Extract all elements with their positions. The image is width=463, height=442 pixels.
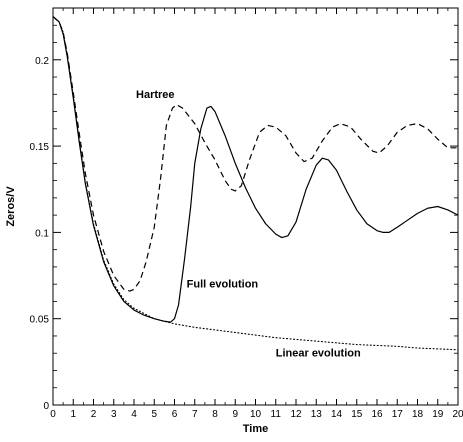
y-tick-label: 0.05 <box>30 315 50 326</box>
annotation-label: Linear evolution <box>276 348 361 360</box>
annotation-label: Hartree <box>136 89 175 101</box>
plot-frame <box>52 7 459 406</box>
x-tick-label: 18 <box>412 409 424 420</box>
x-tick-label: 14 <box>331 409 343 420</box>
x-tick-label: 13 <box>311 409 323 420</box>
x-tick-label: 7 <box>192 409 198 420</box>
series-line-dotted <box>52 16 459 351</box>
x-tick-label: 0 <box>50 409 56 420</box>
series-layer <box>52 16 459 351</box>
y-tick-label: 0.1 <box>35 228 49 239</box>
x-tick-label: 2 <box>91 409 97 420</box>
x-tick-label: 17 <box>392 409 404 420</box>
x-tick-label: 12 <box>290 409 302 420</box>
x-tick-label: 15 <box>351 409 363 420</box>
x-axis-label: Time <box>243 423 268 435</box>
x-tick-label: 9 <box>232 409 238 420</box>
series-line-solid <box>52 16 459 323</box>
x-tick-label: 8 <box>212 409 218 420</box>
x-tick-label: 16 <box>371 409 383 420</box>
x-tick-label: 6 <box>172 409 178 420</box>
y-tick-label: 0 <box>43 401 49 412</box>
x-tick-label: 20 <box>452 409 463 420</box>
annotation-label: Full evolution <box>187 279 259 291</box>
series-line-dashed <box>52 16 458 292</box>
tick-labels-layer: 0 1 2 3 4 5 6 7 8 9 10 11 12 13 14 15 16 17 18 19 2000.050.1… <box>30 56 463 420</box>
x-tick-label: 19 <box>432 409 444 420</box>
x-tick-label: 1 <box>70 409 76 420</box>
ticks-layer <box>52 7 459 406</box>
x-tick-label: 11 <box>271 409 282 420</box>
y-tick-label: 0.15 <box>30 142 50 153</box>
x-tick-label: 4 <box>131 409 137 420</box>
x-tick-label: 10 <box>250 409 262 420</box>
y-tick-label: 0.2 <box>35 56 49 67</box>
annotations-layer: Hartree Full evolution Linear evolution <box>136 89 361 360</box>
x-tick-label: 5 <box>151 409 157 420</box>
y-axis-label: Zeros/V <box>5 186 17 227</box>
x-tick-label: 3 <box>111 409 117 420</box>
